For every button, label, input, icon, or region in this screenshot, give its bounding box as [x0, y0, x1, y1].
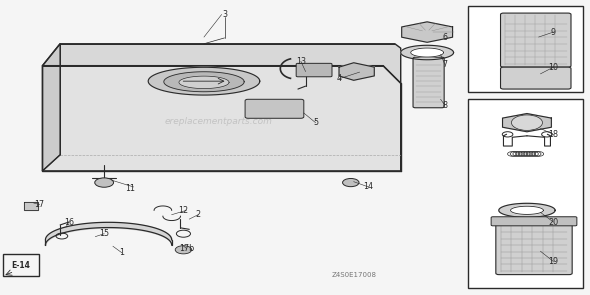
Text: 15: 15 — [99, 229, 109, 238]
Text: 10: 10 — [548, 63, 558, 72]
FancyBboxPatch shape — [296, 63, 332, 77]
Polygon shape — [179, 76, 229, 88]
Text: 1: 1 — [119, 248, 124, 257]
Text: 17: 17 — [34, 200, 45, 209]
Polygon shape — [42, 44, 401, 83]
FancyBboxPatch shape — [413, 57, 444, 108]
Text: 14: 14 — [363, 182, 373, 191]
Text: 4: 4 — [336, 74, 342, 83]
FancyBboxPatch shape — [500, 67, 571, 89]
Text: 7: 7 — [442, 60, 447, 69]
Polygon shape — [401, 45, 454, 60]
Text: 5: 5 — [313, 118, 318, 127]
Circle shape — [175, 246, 192, 254]
Text: 18: 18 — [548, 130, 558, 139]
Polygon shape — [411, 48, 444, 57]
Text: 17b: 17b — [179, 244, 194, 253]
Text: 9: 9 — [551, 27, 556, 37]
Polygon shape — [24, 201, 38, 210]
Polygon shape — [164, 72, 244, 92]
FancyBboxPatch shape — [468, 6, 583, 92]
FancyBboxPatch shape — [468, 99, 583, 288]
Text: 6: 6 — [442, 33, 447, 42]
Text: 3: 3 — [222, 10, 227, 19]
Text: 20: 20 — [548, 217, 559, 227]
FancyBboxPatch shape — [496, 222, 572, 275]
Text: 11: 11 — [126, 184, 136, 193]
Text: 8: 8 — [442, 101, 447, 110]
Text: 2: 2 — [195, 210, 201, 219]
Text: E-14: E-14 — [11, 261, 30, 270]
Text: 13: 13 — [296, 57, 306, 66]
Polygon shape — [499, 203, 555, 217]
Polygon shape — [402, 22, 453, 42]
FancyBboxPatch shape — [491, 217, 577, 226]
Polygon shape — [339, 63, 374, 80]
Polygon shape — [503, 114, 552, 132]
Text: 19: 19 — [548, 257, 559, 266]
Text: 16: 16 — [64, 217, 74, 227]
Text: ereplacementparts.com: ereplacementparts.com — [165, 117, 273, 126]
Circle shape — [95, 178, 113, 187]
FancyBboxPatch shape — [245, 99, 304, 118]
Text: Z4S0E17008: Z4S0E17008 — [331, 272, 376, 278]
FancyBboxPatch shape — [500, 13, 571, 67]
Polygon shape — [510, 206, 543, 214]
Polygon shape — [42, 44, 60, 171]
Polygon shape — [148, 67, 260, 95]
Polygon shape — [42, 66, 401, 171]
Text: 12: 12 — [178, 206, 188, 215]
Circle shape — [512, 115, 542, 130]
Circle shape — [343, 178, 359, 187]
